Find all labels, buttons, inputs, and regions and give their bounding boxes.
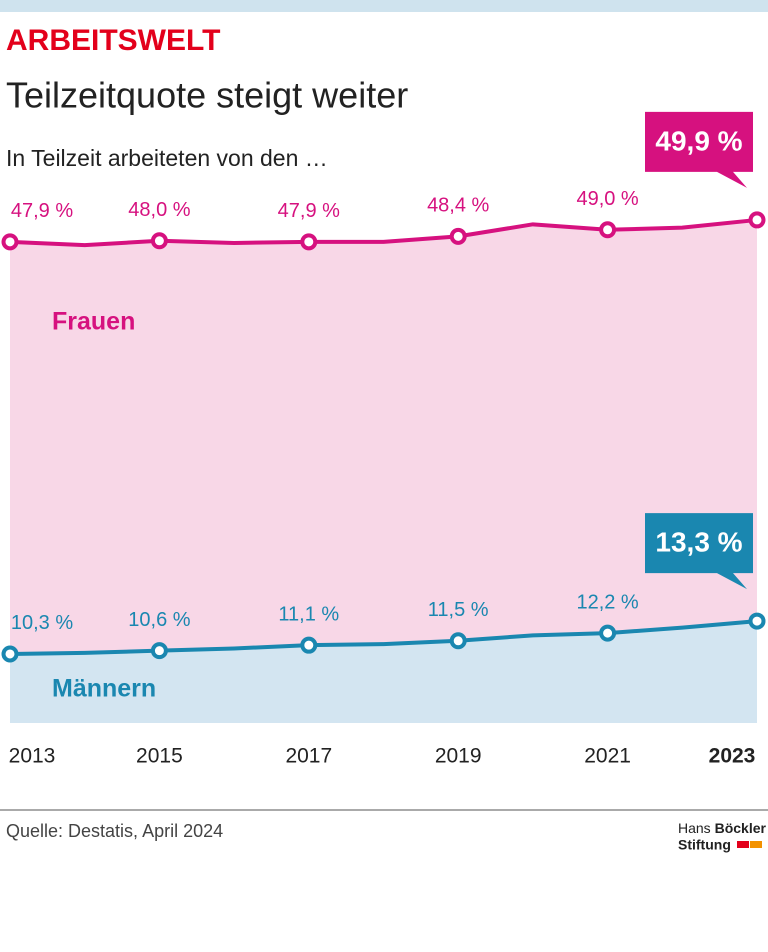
point — [1, 645, 19, 663]
value-label: 47,9 % — [11, 200, 73, 222]
point — [300, 233, 318, 251]
x-tick-label: 2021 — [584, 745, 631, 768]
logo-word: Hans Böckler — [678, 820, 766, 836]
plot-area: 47,9 % 48,0 % 47,9 % 48,4 % 49,0 % 49,9 % Frau… — [1, 111, 766, 768]
point — [599, 221, 617, 239]
logo-word: Stiftung — [678, 837, 731, 853]
value-label: 11,5 % — [428, 599, 489, 621]
point — [300, 636, 318, 654]
value-label: 12,2 % — [576, 591, 638, 613]
value-label: 11,1 % — [278, 603, 339, 625]
x-tick-label: 2017 — [285, 745, 332, 768]
point — [449, 227, 467, 245]
source: Quelle: Destatis, April 2024 — [6, 821, 223, 841]
logo-mark — [737, 841, 749, 848]
x-tick-label: 2023 — [709, 745, 756, 768]
point — [150, 642, 168, 660]
point — [748, 211, 766, 229]
value-label: 49,0 % — [576, 188, 638, 210]
point — [1, 233, 19, 251]
point — [449, 632, 467, 650]
value-label: 47,9 % — [278, 200, 340, 222]
callout — [645, 111, 753, 188]
x-tick-label: 2015 — [136, 745, 183, 768]
value-label: 13,3 % — [655, 526, 742, 557]
logo-mark — [750, 841, 762, 848]
subtitle: In Teilzeit arbeiteten von den … — [6, 145, 328, 171]
top-bar — [0, 0, 768, 12]
legend-label: Männern — [52, 675, 156, 703]
logo-word: Böckler — [715, 820, 767, 836]
section-label: ARBEITSWELT — [6, 24, 220, 57]
point — [748, 612, 766, 630]
x-tick-label: 2013 — [9, 745, 56, 768]
line — [9, 217, 758, 248]
point — [599, 624, 617, 642]
line — [9, 619, 758, 656]
callout — [645, 513, 753, 590]
logo-word: Hans — [678, 820, 711, 836]
value-label: 48,4 % — [427, 195, 489, 217]
point — [150, 232, 168, 250]
x-tick-label: 2019 — [435, 745, 482, 768]
value-label: 10,6 % — [128, 609, 190, 631]
area — [10, 621, 757, 723]
value-label: 10,3 % — [11, 612, 73, 634]
value-label: 48,0 % — [128, 199, 190, 221]
area — [10, 219, 757, 723]
value-label: 49,9 % — [655, 125, 742, 156]
chart-title: Teilzeitquote steigt weiter — [6, 75, 408, 116]
legend-label: Frauen — [52, 308, 135, 336]
